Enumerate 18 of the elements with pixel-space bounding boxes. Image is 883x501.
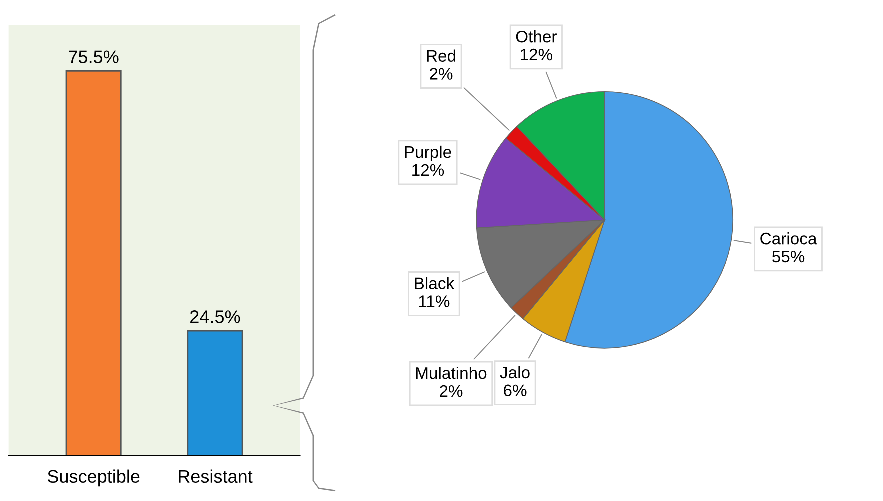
slice-label: Mulatinho bbox=[416, 367, 487, 380]
slice-label: Black bbox=[415, 277, 455, 290]
data-label: 75.5% bbox=[69, 50, 119, 64]
slice-label: Jalo bbox=[500, 366, 530, 379]
data-label: 12% bbox=[520, 48, 552, 61]
slice-label: Purple bbox=[405, 146, 452, 162]
data-label: 2% bbox=[430, 68, 453, 80]
x-tick-label: Resistant bbox=[179, 470, 253, 484]
x-tick-label: Susceptible bbox=[48, 470, 140, 487]
slice-label: Red bbox=[427, 50, 456, 62]
slice-label: Carioca bbox=[760, 232, 818, 245]
data-label: 24.5% bbox=[190, 310, 240, 324]
data-label: 2% bbox=[440, 385, 463, 398]
data-label: 55% bbox=[772, 250, 805, 263]
slice-label: Other bbox=[516, 30, 557, 43]
data-label: 11% bbox=[419, 296, 450, 308]
data-label: 6% bbox=[504, 384, 527, 397]
data-label: 12% bbox=[412, 164, 444, 176]
